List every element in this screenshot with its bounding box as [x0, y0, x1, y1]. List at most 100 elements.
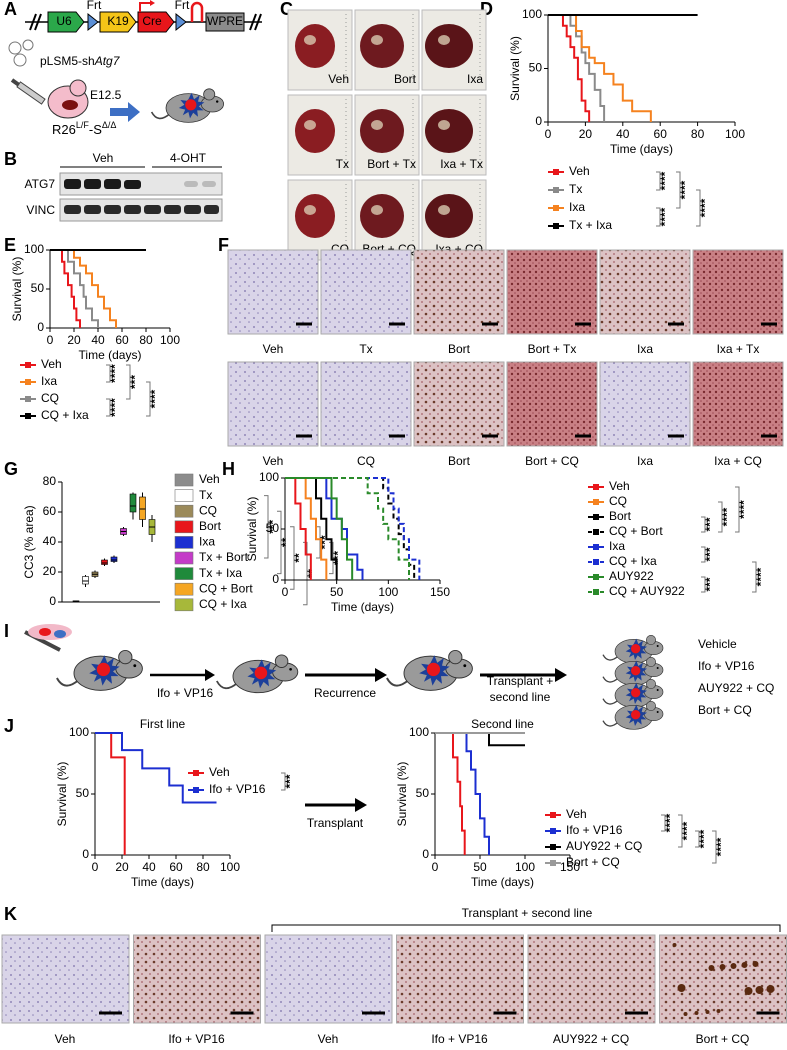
legend-marker [25, 413, 31, 419]
y-tick-label: 0 [37, 320, 44, 334]
significance-bracket [752, 561, 757, 593]
significance-label: *** [266, 519, 280, 533]
x-axis-label: Time (days) [79, 348, 142, 362]
significance-bracket [735, 486, 740, 533]
image-label: AUY922 + CQ [553, 1032, 629, 1046]
y-tick-label: 80 [43, 474, 57, 488]
survival-curve [95, 732, 126, 855]
significance-label: **** [737, 500, 751, 519]
stained-cell [741, 962, 748, 968]
stained-cell [730, 963, 737, 969]
stained-cell [744, 987, 753, 995]
y-tick-label: 0 [535, 114, 542, 128]
ihc-image [320, 361, 412, 447]
survival-curve [50, 249, 117, 328]
stained-cell [716, 1009, 721, 1013]
significance-bracket [695, 830, 700, 848]
survival-curve [285, 477, 338, 580]
x-tick-label: 0 [545, 127, 552, 141]
x-tick-label: 80 [139, 333, 153, 347]
y-axis-label: Survival (%) [10, 257, 24, 322]
legend-marker [553, 169, 559, 175]
liver-lesion [371, 35, 383, 45]
liver-lesion [438, 35, 450, 45]
legend-label: Ixa [609, 539, 625, 553]
image-label: Veh [55, 1032, 76, 1046]
legend-label: Ixa [569, 200, 585, 214]
panel-i-schematic [24, 624, 665, 731]
row-label: ATG7 [25, 177, 56, 191]
image-label: Veh [263, 454, 284, 468]
image-label: Ixa + Tx [717, 342, 760, 356]
legend-label: Veh [199, 472, 220, 486]
survival-curve [435, 732, 525, 747]
survival-curve [285, 477, 354, 580]
y-tick-label: 60 [43, 504, 57, 518]
y-axis-label: CC3 (% area) [22, 505, 36, 578]
significance-bracket [126, 364, 131, 400]
y-tick-label: 100 [409, 725, 429, 739]
liver [295, 109, 335, 153]
step-label: Ifo + VP16 [157, 686, 214, 700]
legend-swatch [174, 567, 194, 580]
survival-curve [548, 14, 606, 122]
ihc-image [264, 934, 393, 1024]
allele-part: Δ/Δ [102, 120, 117, 130]
chart-title: Second line [471, 717, 534, 731]
stained-cell [755, 986, 764, 994]
legend-marker [553, 223, 559, 229]
x-tick-label: 100 [515, 860, 535, 874]
y-tick-label: 50 [76, 786, 90, 800]
legend-label: Tx + Ixa [199, 566, 242, 580]
x-axis-label: Time (days) [131, 875, 194, 889]
legend-marker [25, 379, 31, 385]
stained-cell [677, 984, 686, 992]
x-tick-label: 0 [47, 333, 54, 347]
liver-lesion [304, 205, 316, 215]
vector-name: pLSM5-shAtg7 [40, 54, 121, 68]
element-label: U6 [56, 14, 72, 28]
legend-marker [193, 770, 199, 776]
image-label: CQ [357, 454, 375, 468]
survival-curve [285, 477, 312, 580]
mouse-icon [385, 649, 474, 692]
significance-bracket [712, 830, 717, 864]
image-label: Bort + CQ [696, 1032, 750, 1046]
legend-label: Bort [609, 509, 632, 523]
legend-label: Veh [209, 765, 230, 779]
step-label: Transplant + [487, 674, 554, 688]
significance-label: ** [292, 553, 306, 563]
image-label: Ixa [637, 342, 653, 356]
y-tick-label: 100 [259, 470, 279, 484]
ihc-image [659, 934, 787, 1024]
panel-label: I [4, 621, 9, 641]
x-tick-label: 40 [616, 127, 630, 141]
mouse-icon [150, 88, 225, 124]
image-label: Bort [448, 342, 471, 356]
image-label: Veh [263, 342, 284, 356]
panel-label: K [4, 904, 17, 924]
legend-label: CQ + Bort [199, 581, 253, 595]
significance-label: **** [680, 821, 694, 840]
x-axis-label: Time (days) [331, 600, 394, 614]
legend-swatch [174, 520, 194, 534]
survival-curve [435, 732, 466, 855]
ihc-image [1, 934, 130, 1024]
legend-marker [593, 529, 599, 535]
significance-label: **** [658, 171, 672, 190]
y-tick-label: 0 [272, 572, 279, 586]
element-label: Frt [87, 0, 102, 12]
significance-bracket [678, 814, 683, 848]
image-label: Veh [318, 1032, 339, 1046]
ihc-image [506, 361, 598, 447]
ihc-image [413, 361, 505, 447]
box [139, 496, 146, 520]
step-label: Recurrence [314, 686, 376, 700]
image-label: Ifo + VP16 [431, 1032, 488, 1046]
allele-part: -S [89, 122, 102, 137]
legend-label: Tx + Bort [199, 550, 249, 564]
liver-lesion [438, 120, 450, 130]
image-label: Ixa [637, 454, 653, 468]
legend-label: Tx [569, 182, 582, 196]
